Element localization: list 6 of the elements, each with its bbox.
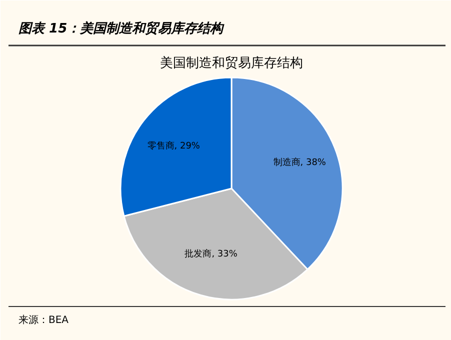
slice-label: 批发商, 33% (184, 248, 238, 260)
slice-label: 零售商, 29% (147, 140, 200, 152)
source-note: 来源：BEA (18, 314, 69, 326)
chart-title: 图表 15：美国制造和贸易库存结构 (18, 20, 226, 36)
chart-subtitle: 美国制造和贸易库存结构 (160, 55, 303, 71)
slice-label: 制造商, 38% (273, 157, 326, 168)
